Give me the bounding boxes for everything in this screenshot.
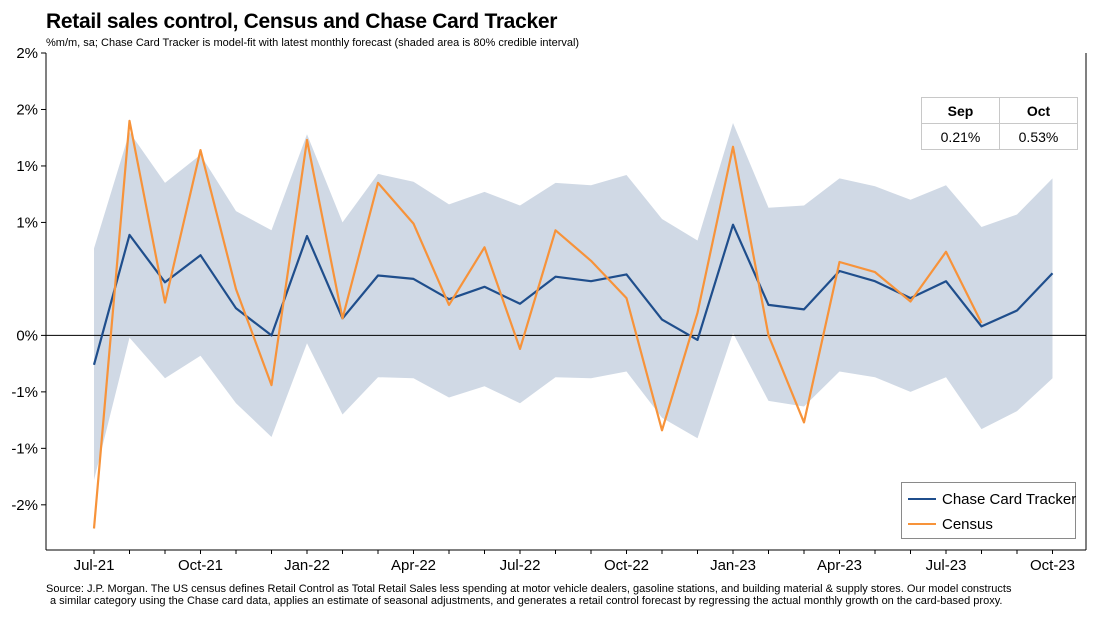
y-tick-label: -2% (11, 497, 38, 514)
chart-legend: Chase Card Tracker Census (901, 482, 1076, 539)
legend-swatch-census (908, 523, 936, 525)
y-tick-label: -1% (11, 384, 38, 401)
source-note: Source: J.P. Morgan. The US census defin… (46, 583, 1106, 607)
x-tick-label: Jul-22 (500, 557, 541, 574)
x-tick-label: Jan-23 (710, 557, 756, 574)
x-tick-label: Jul-21 (74, 557, 115, 574)
legend-item-chase: Chase Card Tracker (902, 488, 1076, 510)
series-line-chase (92, 223, 1054, 366)
series-line-census (92, 119, 983, 529)
x-tick-label: Oct-22 (604, 557, 649, 574)
callout-header-oct: Oct (999, 97, 1078, 124)
y-tick-label: 0% (16, 327, 38, 344)
callout-value-sep: 0.21% (921, 123, 1000, 150)
x-tick-label: Oct-23 (1030, 557, 1075, 574)
legend-swatch-chase (908, 498, 936, 500)
y-tick-label: 2% (16, 45, 38, 62)
y-tick-label: -1% (11, 440, 38, 457)
chart-title: Retail sales control, Census and Chase C… (46, 10, 558, 33)
source-line-1: Source: J.P. Morgan. The US census defin… (46, 583, 1012, 595)
y-tick-label: 2% (16, 101, 38, 118)
chart-subtitle: %m/m, sa; Chase Card Tracker is model-fi… (46, 37, 580, 49)
source-line-2: a similar category using the Chase card … (50, 595, 1003, 607)
legend-label-chase: Chase Card Tracker (942, 490, 1077, 508)
callout-header-sep: Sep (921, 97, 1000, 124)
y-tick-label: 1% (16, 158, 38, 175)
credible-interval-band (94, 123, 1053, 480)
legend-item-census: Census (902, 513, 993, 535)
x-tick-label: Oct-21 (178, 557, 223, 574)
forecast-callout-table: Sep Oct 0.21% 0.53% (921, 97, 1078, 150)
x-tick-label: Jul-23 (926, 557, 967, 574)
x-tick-label: Jan-22 (284, 557, 330, 574)
x-tick-label: Apr-22 (391, 557, 436, 574)
x-tick-label: Apr-23 (817, 557, 862, 574)
y-tick-label: 1% (16, 214, 38, 231)
legend-label-census: Census (942, 515, 993, 533)
callout-value-oct: 0.53% (999, 123, 1078, 150)
